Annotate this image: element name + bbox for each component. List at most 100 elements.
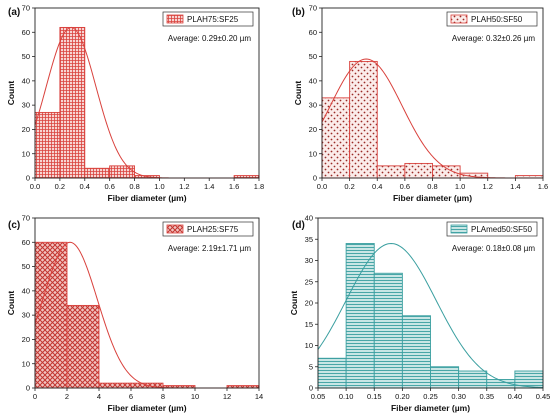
x-tick-label: 0.20	[395, 392, 410, 401]
histogram-bar	[373, 272, 403, 389]
x-tick-label: 0.2	[344, 182, 354, 191]
y-tick-label: 10	[309, 149, 317, 158]
y-tick-label: 20	[305, 299, 313, 308]
x-tick-label: 0	[33, 392, 37, 401]
y-tick-label: 70	[309, 4, 317, 13]
y-tick-label: 30	[309, 101, 317, 110]
legend-swatch	[166, 224, 184, 234]
x-tick-label: 0.25	[423, 392, 438, 401]
x-tick-label: 0.6	[104, 182, 114, 191]
y-tick-label: 40	[22, 76, 30, 85]
x-tick-label: 1.4	[204, 182, 214, 191]
x-tick-label: 6	[129, 392, 133, 401]
y-axis-label: Count	[6, 291, 16, 316]
y-tick-label: 10	[22, 149, 30, 158]
legend-swatch	[450, 224, 468, 234]
x-tick-label: 0.10	[339, 392, 354, 401]
histogram-bar	[376, 165, 406, 179]
y-tick-label: 40	[309, 76, 317, 85]
histogram-panel-a: 0.0 0.2 0.4 0.6 0.8 1.0 1.2 1.4 1.6 1.8 0 10 20 30 40 5…	[6, 4, 264, 203]
histogram-bar	[66, 304, 100, 389]
panel-label: (c)	[8, 220, 20, 231]
y-tick-label: 10	[305, 341, 313, 350]
y-tick-label: 20	[309, 125, 317, 134]
y-axis-label: Count	[293, 81, 303, 106]
histogram-bar	[345, 243, 375, 389]
x-tick-label: 0.0	[30, 182, 40, 191]
legend-swatch	[450, 14, 468, 24]
plot-frame	[34, 7, 260, 179]
x-tick-label: 1.4	[510, 182, 520, 191]
y-tick-label: 0	[309, 384, 313, 393]
x-tick-label: 0.15	[367, 392, 382, 401]
panel-label: (d)	[292, 220, 305, 231]
y-tick-label: 40	[305, 214, 313, 223]
y-tick-label: 50	[22, 52, 30, 61]
x-axis-label: Fiber diameter (µm)	[107, 193, 186, 203]
x-tick-label: 12	[223, 392, 231, 401]
x-tick-label: 0.0	[317, 182, 327, 191]
x-tick-label: 1.0	[154, 182, 164, 191]
histogram-bar	[317, 357, 347, 389]
legend-label: PLAmed50:SF50	[471, 225, 532, 234]
x-tick-label: 0.30	[451, 392, 466, 401]
x-axis-label: Fiber diameter (µm)	[393, 193, 472, 203]
y-tick-label: 40	[22, 286, 30, 295]
legend-box	[446, 221, 538, 237]
y-tick-label: 20	[22, 125, 30, 134]
legend-swatch	[166, 14, 184, 24]
x-tick-label: 2	[65, 392, 69, 401]
average-annotation: Average: 0.32±0.26 µm	[452, 34, 535, 43]
average-annotation: Average: 2.19±1.71 µm	[168, 244, 251, 253]
histogram-bar	[430, 366, 460, 389]
y-axis-label: Count	[289, 291, 299, 316]
normal-fit-curve	[317, 242, 544, 389]
x-tick-label: 0.8	[129, 182, 139, 191]
y-tick-label: 30	[22, 311, 30, 320]
histogram-panel-b: 0.0 0.2 0.4 0.6 0.8 1.0 1.2 1.4 1.6 0 10 20 30 40 50 60…	[292, 4, 548, 203]
y-tick-label: 5	[309, 362, 313, 371]
histogram-bar	[401, 315, 431, 389]
histogram-bar	[321, 97, 351, 179]
y-tick-label: 60	[309, 28, 317, 37]
histogram-panel-c: 0 2 4 6 8 10 12 14 0 10 20 30 40 50 60 70 Fiber diameter…	[6, 214, 263, 413]
histogram-bar	[404, 162, 433, 179]
x-axis-label: Fiber diameter (µm)	[391, 403, 470, 413]
x-tick-label: 0.05	[311, 392, 326, 401]
legend-label: PLAH25:SF75	[187, 225, 239, 234]
x-tick-label: 1.6	[229, 182, 239, 191]
x-tick-label: 10	[191, 392, 199, 401]
y-tick-label: 50	[309, 52, 317, 61]
y-tick-label: 60	[22, 238, 30, 247]
x-tick-label: 1.2	[179, 182, 189, 191]
y-tick-label: 70	[22, 4, 30, 13]
x-tick-label: 8	[161, 392, 165, 401]
x-tick-label: 0.35	[479, 392, 494, 401]
y-tick-label: 30	[305, 256, 313, 265]
x-tick-label: 1.8	[254, 182, 264, 191]
x-tick-label: 1.0	[455, 182, 465, 191]
panel-label: (b)	[292, 7, 305, 18]
y-tick-label: 25	[305, 277, 313, 286]
average-annotation: Average: 0.18±0.08 µm	[452, 244, 535, 253]
y-tick-label: 10	[22, 359, 30, 368]
x-tick-label: 1.2	[483, 182, 493, 191]
legend-label: PLAH75:SF25	[187, 15, 239, 24]
legend-box	[162, 11, 254, 27]
legend: PLAH75:SF25	[162, 11, 254, 27]
histogram-bar	[84, 167, 111, 179]
histogram-bar	[98, 382, 132, 389]
x-tick-label: 4	[97, 392, 101, 401]
x-tick-label: 0.4	[80, 182, 90, 191]
histogram-bar	[34, 111, 61, 179]
panel-label: (a)	[8, 7, 20, 18]
legend-label: PLAH50:SF50	[471, 15, 523, 24]
x-tick-label: 0.4	[372, 182, 382, 191]
x-tick-label: 1.6	[538, 182, 548, 191]
y-tick-label: 50	[22, 262, 30, 271]
histogram-bar	[59, 26, 86, 179]
y-tick-label: 0	[26, 384, 30, 393]
histogram-panel-d: 0.05 0.10 0.15 0.20 0.25 0.30 0.35 0.40 0.45 0 5 10…	[289, 214, 550, 413]
x-tick-label: 0.40	[508, 392, 523, 401]
